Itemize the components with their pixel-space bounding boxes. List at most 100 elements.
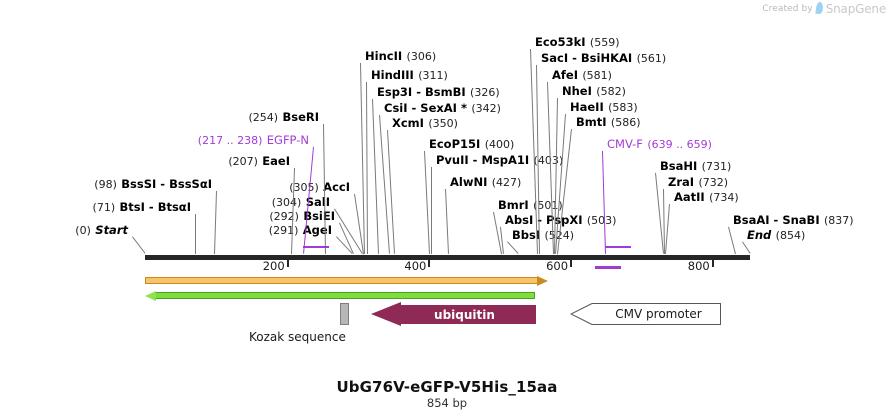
orange-arrow-shaft [145,277,538,284]
feature-kozak-box[interactable] [340,303,349,325]
enzyme-name: Start [95,223,128,237]
enzyme-label-agei[interactable]: (291) AgeI [269,224,332,237]
enzyme-position: (291) [268,224,303,237]
enzyme-position: (305) [289,181,324,194]
enzyme-label-bsssi[interactable]: (98) BssSI - BssSαI [94,178,212,191]
enzyme-label-egfpn[interactable]: (217 .. 238) EGFP-N [198,134,309,147]
enzyme-name: BsiEI [303,209,335,223]
primer-bracket-cmvf [605,246,631,248]
enzyme-label-bmti[interactable]: BmtI (586) [576,116,641,129]
enzyme-label-zrai[interactable]: ZraI (732) [668,176,728,189]
enzyme-name: SacI - BsiHKAI [541,51,633,65]
enzyme-label-bmri[interactable]: BmrI (501) [498,199,563,212]
sequence-backbone [145,255,750,260]
enzyme-label-cmvf[interactable]: CMV-F (639 .. 659) [607,138,712,151]
green-arrow-shaft [155,292,535,299]
enzyme-name: Esp3I - BsmBI [377,85,466,99]
feature-cmv-promoter-arrow[interactable]: CMV promoter [570,303,721,325]
enzyme-label-eco53ki[interactable]: Eco53kI (559) [535,36,620,49]
ubiquitin-arrow-body [400,305,536,324]
enzyme-label-esp3i[interactable]: Esp3I - BsmBI (326) [377,86,500,99]
enzyme-name: AatII [674,190,705,204]
enzyme-label-csii[interactable]: CsiI - SexAI * (342) [384,102,501,115]
leader-line-cmvf [602,150,606,254]
enzyme-label-saci[interactable]: SacI - BsiHKAI (561) [541,52,666,65]
enzyme-name: HincII [365,49,403,63]
enzyme-position: (734) [704,191,739,204]
enzyme-position: (400) [480,138,515,151]
enzyme-position: (854) [771,229,806,242]
enzyme-name: BssSI - BssSαI [121,177,212,191]
enzyme-position: (350) [423,117,458,130]
enzyme-name: End [747,228,772,242]
enzyme-label-btsi[interactable]: (71) BtsI - BtsαI [93,201,191,214]
cmv-promoter-body [592,303,721,325]
snapgene-credit: Created by SnapGene [762,1,886,16]
snapgene-leaf-icon [815,1,824,15]
enzyme-label-acci[interactable]: (305) AccI [289,181,350,194]
ubiquitin-label: ubiquitin [434,307,495,322]
primer-mark-cmv-f [595,266,621,269]
feature-green-arrow[interactable] [145,291,535,301]
map-length: 854 bp [426,396,468,410]
enzyme-label-ecop15i[interactable]: EcoP15I (400) [429,138,514,151]
ruler-tick-label: 400 [404,259,427,273]
enzyme-label-bsaai[interactable]: BsaAI - SnaBI (837) [733,214,854,227]
leader-line-hincii [360,62,365,254]
kozak-sequence-label: Kozak sequence [249,330,346,344]
enzyme-position: (304) [271,196,306,209]
enzyme-label-eaei[interactable]: (207) EaeI [228,155,290,168]
enzyme-position: (207) [228,155,263,168]
enzyme-label-xcmi[interactable]: XcmI (350) [392,117,458,130]
orange-arrow-head [537,276,548,286]
enzyme-name: BbsI [512,228,541,242]
enzyme-name: AccI [323,180,350,194]
enzyme-position: (98) [94,178,122,191]
enzyme-name: BsaHI [660,159,698,173]
cmv-promoter-point [570,303,593,325]
feature-orange-arrow[interactable] [145,276,548,286]
ubiquitin-arrow-point [371,302,401,326]
enzyme-position: (427) [487,176,522,189]
leader-line-aatii [665,204,670,255]
leader-line-bsaai [728,226,736,254]
enzyme-position: (311) [413,69,448,82]
leader-line-sali [334,208,363,254]
enzyme-name: EGFP-N [266,133,309,147]
enzyme-label-bbsi[interactable]: BbsI (524) [512,229,574,242]
enzyme-label-absi[interactable]: AbsI - PspXI (503) [505,214,616,227]
enzyme-label-sali[interactable]: (304) SalI [272,196,330,209]
enzyme-position: (581) [577,69,612,82]
enzyme-position: (561) [632,52,667,65]
enzyme-label-end[interactable]: End (854) [747,229,805,242]
enzyme-label-haeii[interactable]: HaeII (583) [570,101,638,114]
enzyme-position: (503) [582,214,617,227]
enzyme-label-hincii[interactable]: HincII (306) [365,50,436,63]
enzyme-label-start[interactable]: (0) Start [75,224,128,237]
enzyme-label-bsahi[interactable]: BsaHI (731) [660,160,731,173]
leader-line-ecop15i [424,150,430,254]
enzyme-label-hindiii[interactable]: HindIII (311) [371,69,448,82]
enzyme-name: Eco53kI [535,35,586,49]
enzyme-name: BseRI [282,110,319,124]
enzyme-name: HindIII [371,68,414,82]
leader-line-hindiii [366,81,368,254]
leader-line-end [742,241,751,254]
enzyme-position: (306) [402,50,437,63]
ruler-tick [286,260,289,267]
leader-line-zrai [663,188,665,254]
ruler-tick-label: 600 [546,259,569,273]
enzyme-label-pvuii[interactable]: PvuII - MspA1I (403) [436,154,563,167]
enzyme-label-bseri[interactable]: (254) BseRI [248,111,319,124]
enzyme-name: EaeI [262,154,290,168]
map-title: UbG76V-eGFP-V5His_15aa [336,378,558,396]
enzyme-name: XcmI [392,116,424,130]
feature-ubiquitin-arrow[interactable]: ubiquitin [371,302,536,327]
enzyme-label-nhei[interactable]: NheI (582) [562,85,626,98]
enzyme-label-afei[interactable]: AfeI (581) [552,69,612,82]
leader-line-esp3i [372,98,379,254]
enzyme-label-alwni[interactable]: AlwNI (427) [450,176,521,189]
enzyme-position: (559) [585,36,620,49]
enzyme-name: BmrI [498,198,529,212]
enzyme-label-aatii[interactable]: AatII (734) [674,191,739,204]
